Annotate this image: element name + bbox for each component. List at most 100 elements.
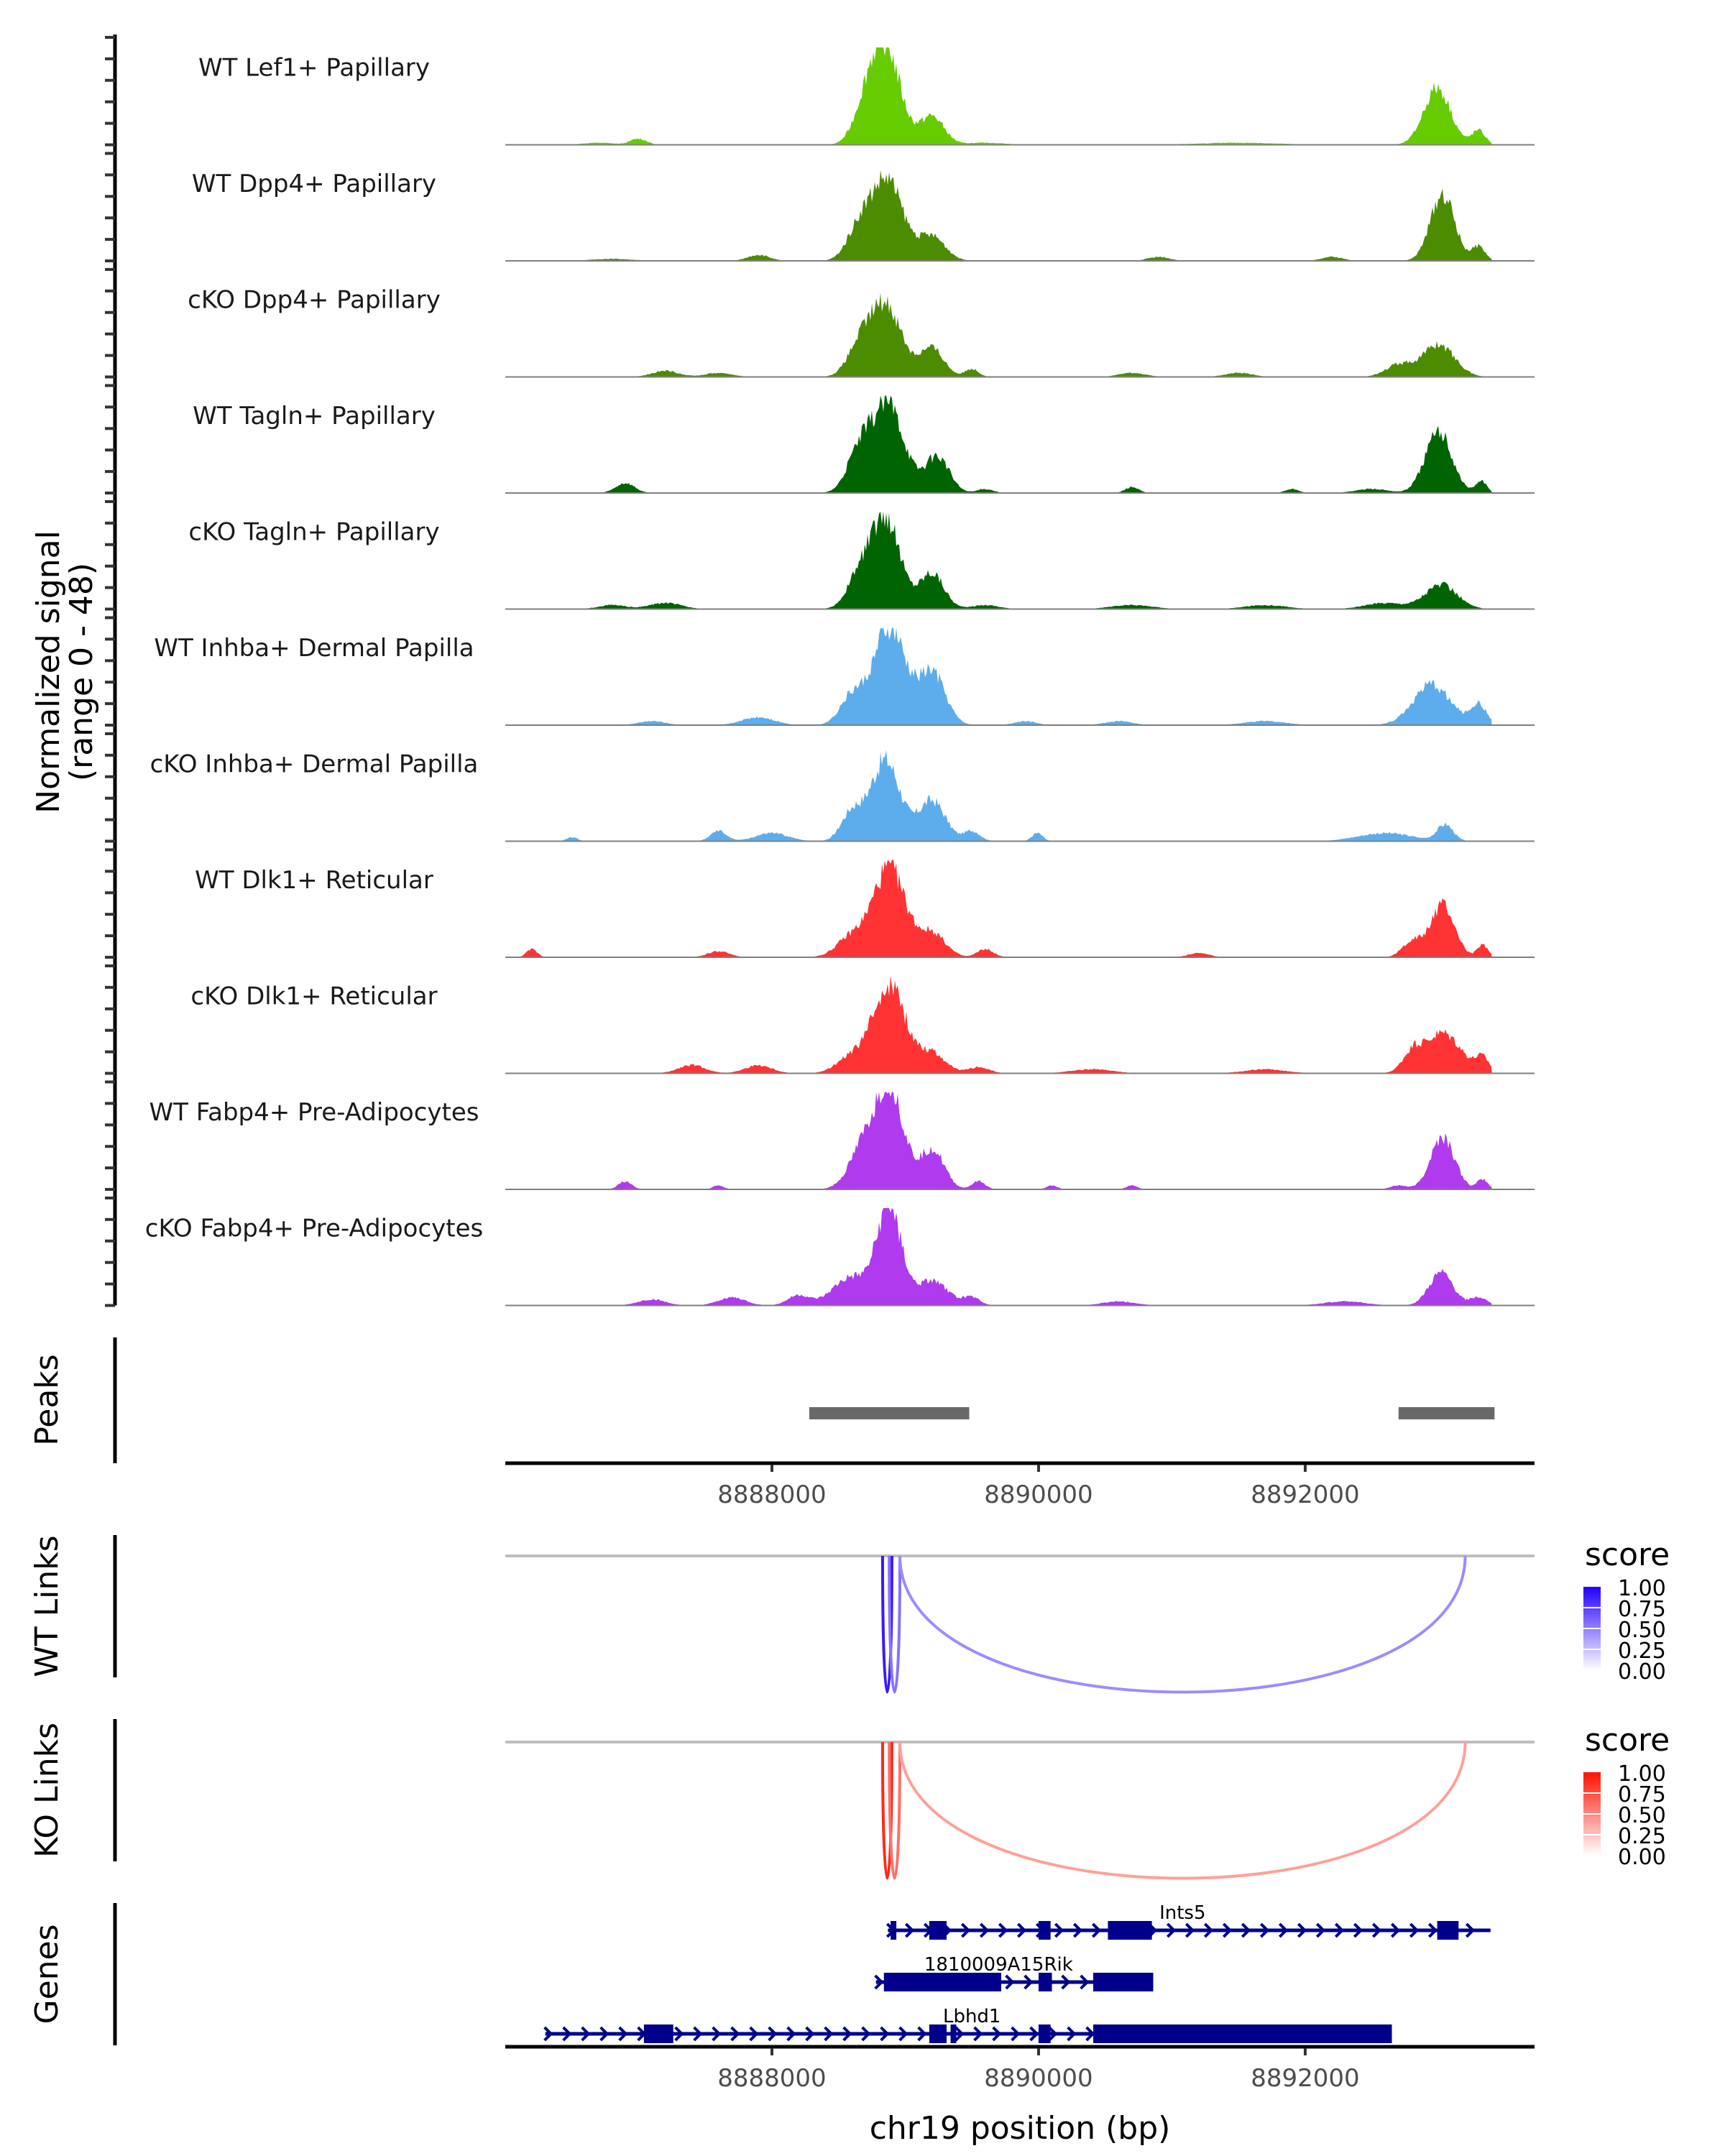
- track-label: WT Fabp4+ Pre-Adipocytes: [150, 1098, 479, 1127]
- legend-tick-label: 1.00: [1618, 1761, 1666, 1787]
- strand-arrow-icon: [992, 2026, 1002, 2042]
- track-label: WT Tagln+ Papillary: [193, 402, 436, 430]
- strand-arrow-icon: [842, 2026, 852, 2042]
- gene-exon: [1038, 2024, 1051, 2043]
- y-axis-title-line1: Normalized signal: [30, 530, 67, 814]
- signal-area: [507, 750, 1492, 842]
- x-tick-label: 8890000: [984, 2064, 1092, 2093]
- strand-arrow-icon: [1029, 2026, 1039, 2042]
- strand-arrow-icon: [904, 1922, 915, 1938]
- gene-exon: [1093, 1973, 1154, 1991]
- strand-arrow-icon: [618, 2026, 628, 2042]
- gene-exon: [643, 2024, 673, 2043]
- track-label: cKO Dlk1+ Reticular: [190, 982, 437, 1011]
- gene-exon: [929, 2024, 947, 2043]
- peaks-track-label: Peaks: [29, 1354, 65, 1445]
- peak-region: [1398, 1407, 1495, 1419]
- track-label: WT Dlk1+ Reticular: [195, 866, 433, 895]
- strand-arrow-icon: [730, 2026, 740, 2042]
- strand-arrow-icon: [1409, 1922, 1420, 1938]
- coverage-y-axis: [105, 34, 117, 1307]
- strand-arrow-icon: [1072, 1922, 1083, 1938]
- wt-links-legend: score 1.000.750.500.250.00: [1583, 1537, 1670, 1685]
- gene-model: 1810009A15Rik: [874, 1954, 1154, 1991]
- coverage-track: cKO Tagln+ Papillary: [188, 512, 1535, 610]
- strand-arrow-icon: [1005, 1974, 1015, 1990]
- legend-tick-label: 0.50: [1618, 1618, 1666, 1643]
- strand-arrow-icon: [674, 2026, 684, 2042]
- wt-links-track-label: WT Links: [29, 1535, 65, 1677]
- coverage-track: WT Fabp4+ Pre-Adipocytes: [150, 1092, 1535, 1190]
- strand-arrow-icon: [786, 2026, 796, 2042]
- x-axis-ticks-top: 8888000 8890000 8892000: [717, 1465, 1360, 1509]
- strand-arrow-icon: [824, 2026, 834, 2042]
- x-axis-ticks-bottom: 8888000 8890000 8892000: [717, 2048, 1360, 2093]
- legend-tick-label: 0.00: [1618, 1845, 1666, 1870]
- signal-area: [507, 860, 1492, 957]
- coverage-track: WT Lef1+ Papillary: [198, 47, 1535, 146]
- strand-arrow-icon: [1241, 1922, 1251, 1938]
- strand-arrow-icon: [1061, 1974, 1071, 1990]
- legend-tick-label: 0.50: [1618, 1803, 1666, 1828]
- link-arc: [898, 1741, 1467, 1880]
- strand-arrow-icon: [1371, 1922, 1382, 1938]
- legend-title: score: [1585, 1722, 1670, 1759]
- legend-title: score: [1585, 1537, 1670, 1573]
- gene-exon: [1093, 2024, 1392, 2043]
- wt-links-track: [505, 1554, 1535, 1694]
- legend-tick-label: 0.25: [1618, 1824, 1666, 1849]
- strand-arrow-icon: [1166, 1922, 1177, 1938]
- signal-area: [507, 976, 1492, 1074]
- legend-tick-label: 0.75: [1618, 1597, 1666, 1622]
- strand-arrow-icon: [898, 2026, 908, 2042]
- signal-area: [507, 1208, 1492, 1306]
- strand-arrow-icon: [979, 1922, 990, 1938]
- signal-area: [507, 47, 1492, 145]
- legend-tick-label: 0.00: [1618, 1659, 1666, 1685]
- track-label: cKO Dpp4+ Papillary: [188, 286, 441, 315]
- track-label: cKO Inhba+ Dermal Papilla: [150, 750, 479, 779]
- strand-arrow-icon: [581, 2026, 591, 2042]
- signal-area: [507, 170, 1492, 261]
- strand-arrow-icon: [1048, 2026, 1058, 2042]
- gene-exon: [891, 1921, 897, 1940]
- x-tick-label: 8890000: [984, 1480, 1092, 1509]
- strand-arrow-icon: [1334, 1922, 1345, 1938]
- gene-label: Ints5: [1159, 1902, 1205, 1924]
- track-label: WT Inhba+ Dermal Papilla: [154, 634, 474, 663]
- legend-tick-label: 0.75: [1618, 1782, 1666, 1807]
- strand-arrow-icon: [1222, 1922, 1233, 1938]
- strand-arrow-icon: [1315, 1922, 1326, 1938]
- gene-label: 1810009A15Rik: [924, 1954, 1073, 1976]
- track-label: cKO Tagln+ Papillary: [188, 518, 439, 547]
- strand-arrow-icon: [1067, 2026, 1077, 2042]
- strand-arrow-icon: [749, 2026, 759, 2042]
- strand-arrow-icon: [1297, 1922, 1307, 1938]
- coverage-tracks: WT Lef1+ Papillary WT Dpp4+ Papillary cKO …: [145, 47, 1535, 1307]
- coverage-track: cKO Inhba+ Dermal Papilla: [150, 750, 1535, 842]
- strand-arrow-icon: [805, 2026, 815, 2042]
- peaks-track: [809, 1407, 1495, 1419]
- link-arc: [888, 1741, 902, 1880]
- strand-arrow-icon: [768, 2026, 778, 2042]
- strand-arrow-icon: [712, 2026, 722, 2042]
- gene-exon: [883, 1973, 1002, 1991]
- signal-area: [507, 1092, 1492, 1189]
- signal-area: [507, 627, 1492, 725]
- link-arc: [898, 1555, 1467, 1694]
- strand-arrow-icon: [1427, 1922, 1438, 1938]
- strand-arrow-icon: [1465, 1922, 1476, 1938]
- strand-arrow-icon: [1278, 1922, 1289, 1938]
- coverage-track: cKO Fabp4+ Pre-Adipocytes: [145, 1208, 1535, 1307]
- signal-area: [507, 292, 1492, 377]
- strand-arrow-icon: [880, 2026, 890, 2042]
- genes-track-label: Genes: [29, 1924, 65, 2024]
- signal-area: [507, 395, 1492, 493]
- strand-arrow-icon: [998, 1922, 1008, 1938]
- gene-exon: [1437, 1921, 1459, 1940]
- ko-links-track-label: KO Links: [29, 1723, 65, 1858]
- gene-exon: [1108, 1921, 1152, 1940]
- strand-arrow-icon: [1080, 1974, 1090, 1990]
